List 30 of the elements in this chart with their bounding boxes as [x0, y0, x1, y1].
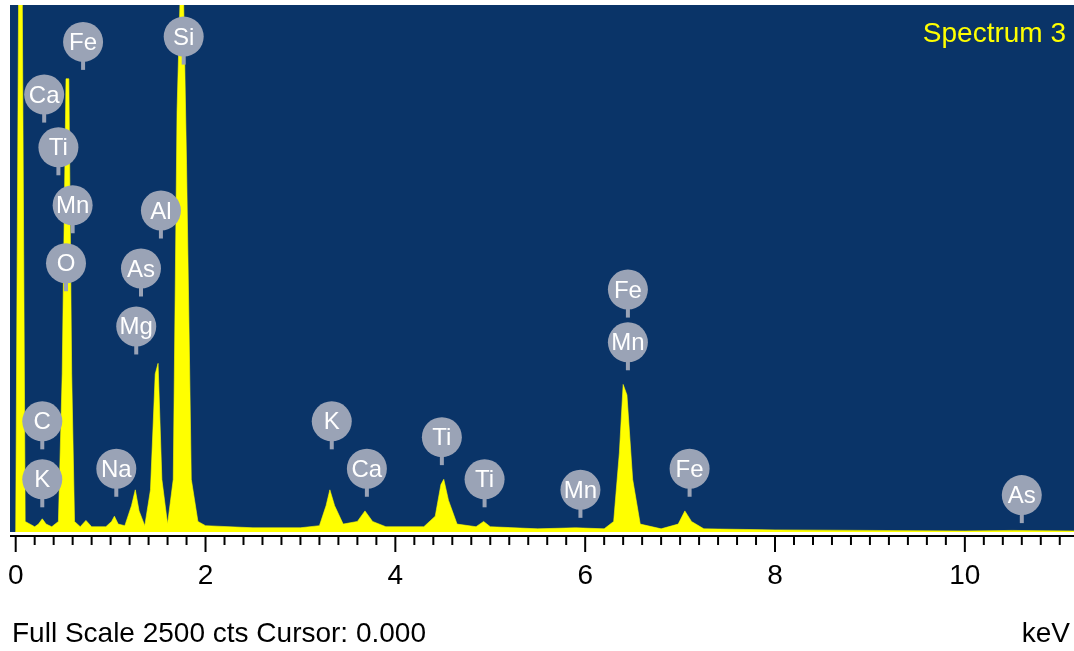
annotation: Fe: [613, 275, 642, 303]
x-tick-label: 4: [387, 559, 404, 590]
annotation: C: [33, 407, 51, 435]
annotation: K: [323, 407, 340, 435]
annotation: Si: [173, 22, 195, 50]
annotation: Ti: [475, 465, 495, 493]
annotation: As: [1007, 481, 1036, 509]
x-tick-label: 6: [577, 559, 593, 590]
text: Spectrum 3: [922, 17, 1066, 48]
x-tick-label: 8: [767, 559, 783, 590]
annotation: Al: [150, 196, 172, 224]
annotation: Ca: [28, 80, 61, 108]
text: Full Scale 2500 cts Cursor: 0.000: [12, 617, 426, 648]
annotation: Ti: [432, 423, 452, 451]
annotation: O: [56, 249, 76, 277]
annotation: Mn: [55, 191, 90, 219]
annotation: Ca: [351, 454, 383, 482]
x-tick-label: 2: [197, 559, 214, 590]
annotation: Mn: [611, 328, 645, 356]
annotation: Fe: [69, 27, 98, 55]
annotation: Ti: [48, 133, 68, 161]
annotation: Mn: [563, 475, 598, 503]
annotation: Na: [100, 454, 133, 482]
x-tick-label: 10: [949, 559, 981, 590]
annotation: As: [126, 254, 155, 282]
annotation: Fe: [675, 454, 704, 482]
x-axis-title: keV: [1021, 617, 1071, 648]
x-tick-label: 0: [7, 559, 24, 590]
annotation: K: [34, 465, 51, 493]
annotation: Mg: [119, 312, 153, 340]
